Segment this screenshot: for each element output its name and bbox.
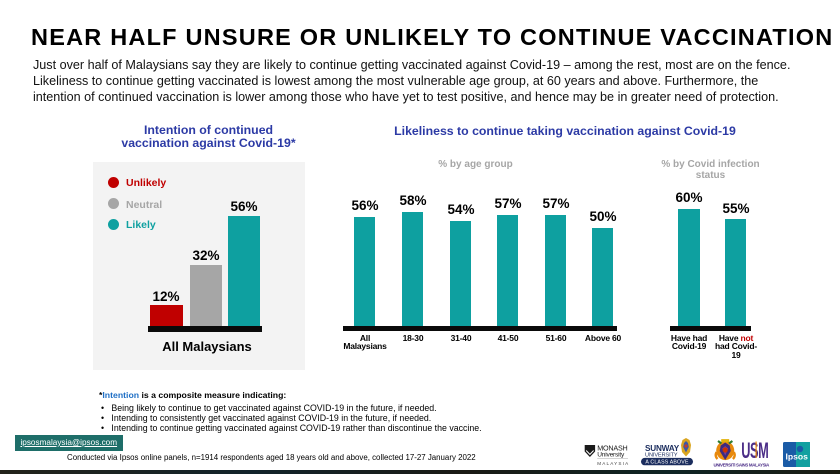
- svg-text:University: University: [597, 452, 625, 459]
- svg-text:SUNWAY: SUNWAY: [645, 444, 680, 453]
- svg-text:UNIVERSITY: UNIVERSITY: [645, 453, 678, 459]
- svg-text:MALAYSIA: MALAYSIA: [597, 461, 629, 466]
- svg-text:Ipsos: Ipsos: [785, 452, 808, 462]
- svg-text:MONASH: MONASH: [597, 444, 627, 453]
- svg-text:UNIVERSITI SAINS MALAYSIA: UNIVERSITI SAINS MALAYSIA: [714, 462, 771, 467]
- svg-text:A CLASS ABOVE: A CLASS ABOVE: [645, 460, 689, 466]
- svg-text:USM: USM: [741, 437, 768, 463]
